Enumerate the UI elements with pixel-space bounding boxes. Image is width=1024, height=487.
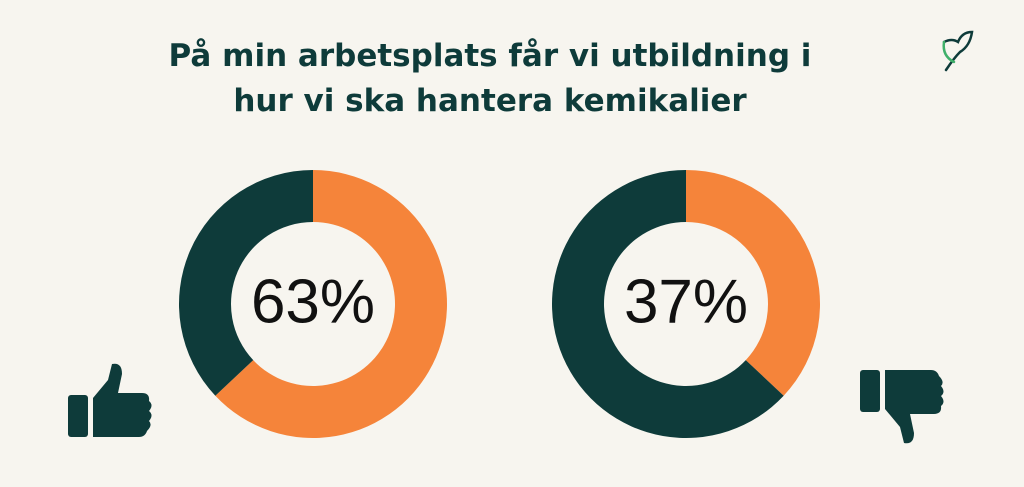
donut-segment: [552, 170, 784, 438]
donut-segment: [686, 170, 820, 396]
logo: [942, 30, 974, 72]
center-label: 63%: [251, 267, 375, 336]
thumbs-up-icon: [68, 363, 152, 437]
donut-segment: [215, 170, 448, 439]
donut-segment: [179, 170, 313, 396]
thumbs-down-icon: [860, 370, 944, 444]
center-label: 37%: [624, 267, 748, 336]
title-line: hur vi ska hantera kemikalier: [233, 83, 747, 119]
title-line: På min arbetsplats får vi utbildning i: [169, 38, 812, 74]
